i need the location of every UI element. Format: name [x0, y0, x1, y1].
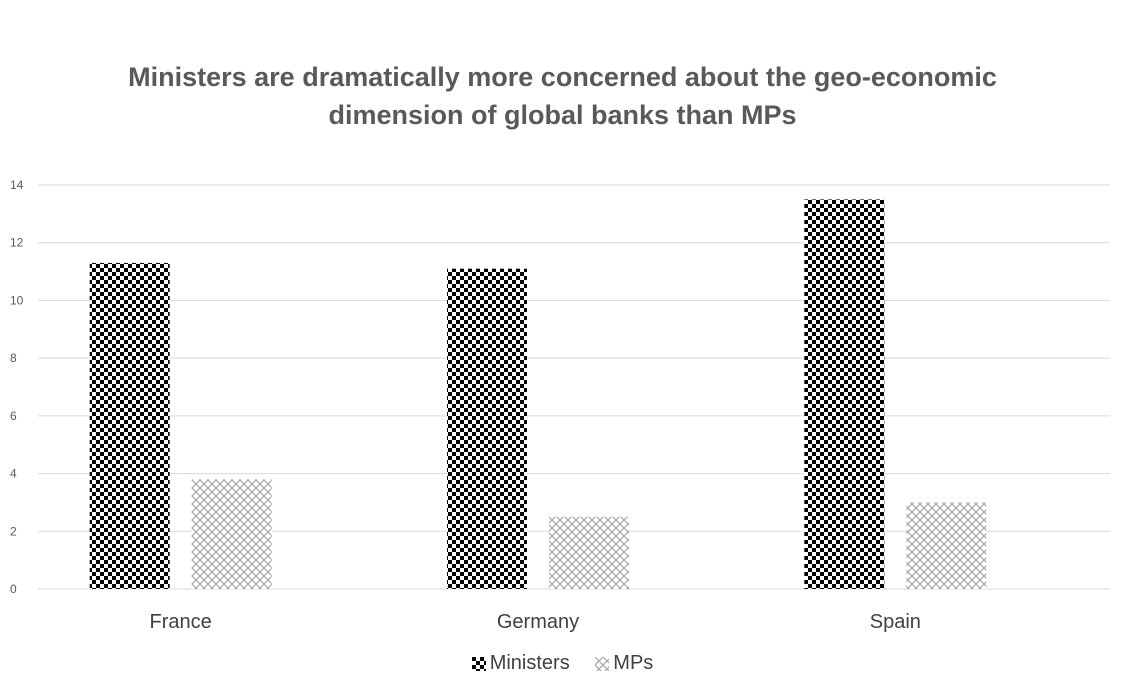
legend-item-mps: MPs [595, 652, 653, 675]
bars [89, 199, 987, 589]
legend-item-ministers: Ministers [471, 652, 570, 675]
gridlines [38, 184, 1110, 590]
ministers-swatch-icon [471, 656, 486, 671]
chart-title-line-2: dimension of global banks than MPs [328, 100, 797, 130]
y-tick-label: 2 [10, 524, 17, 538]
y-axis-ticks: 0 2 4 6 8 10 12 14 [10, 178, 24, 596]
y-tick-label: 14 [10, 178, 24, 192]
bar-ministers-france [89, 262, 170, 589]
y-tick-label: 4 [10, 467, 17, 481]
legend-label-mps: MPs [613, 652, 654, 674]
x-axis-labels: France Germany Spain [150, 611, 921, 633]
bar-mps-spain [906, 502, 987, 589]
y-tick-label: 8 [10, 351, 17, 365]
chart-title: Ministers are dramatically more concerne… [0, 58, 1125, 134]
legend-label-ministers: Ministers [489, 652, 570, 674]
y-tick-label: 6 [10, 409, 17, 423]
mps-swatch-icon [595, 656, 610, 671]
bar-ministers-spain [804, 199, 885, 589]
chart-title-line-1: Ministers are dramatically more concerne… [128, 62, 997, 92]
y-tick-label: 12 [10, 236, 24, 250]
x-tick-label: Spain [870, 611, 921, 633]
bar-mps-france [191, 479, 272, 589]
bar-mps-germany [549, 516, 629, 589]
x-tick-label: France [150, 611, 212, 633]
legend: Ministers MPs [0, 652, 1125, 677]
bar-ministers-germany [447, 268, 527, 589]
y-tick-label: 10 [10, 293, 24, 307]
x-tick-label: Germany [497, 611, 579, 633]
y-tick-label: 0 [10, 582, 17, 596]
